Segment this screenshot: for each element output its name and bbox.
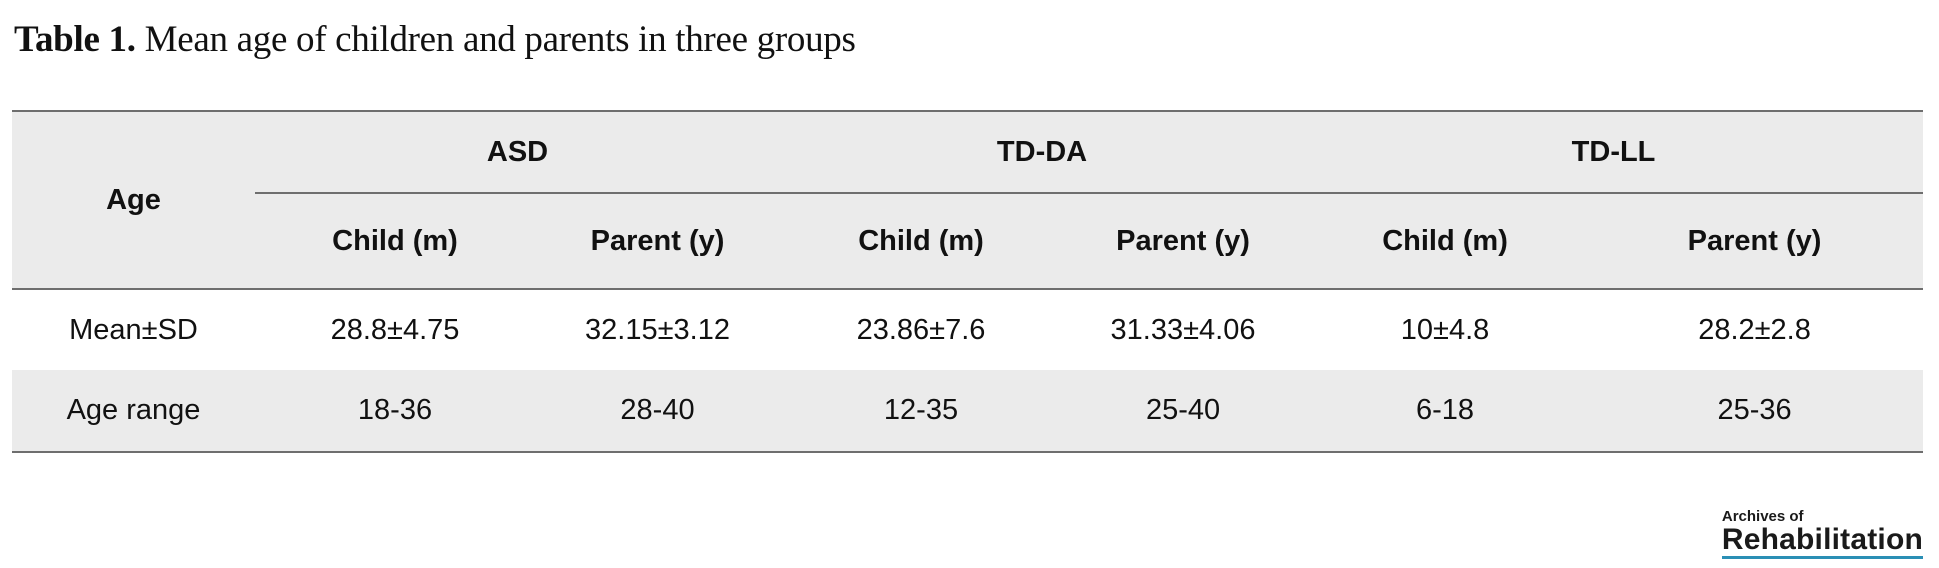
cell-asd-child-range: 18-36 xyxy=(255,370,535,453)
cell-td-da-child-mean: 23.86±7.6 xyxy=(856,313,986,346)
cell-asd-parent-mean: 32.15±3.12 xyxy=(585,313,730,346)
table-header: Age ASD TD-DA TD-LL Child (m) Parent (y)… xyxy=(12,110,1924,290)
cell-td-da-parent-range: 25-40 xyxy=(1062,370,1305,453)
subheader-asd-child: Child (m) xyxy=(255,193,535,290)
subheader-td-da-parent: Parent (y) xyxy=(1062,193,1305,290)
journal-logo-line1: Archives of xyxy=(1721,508,1804,525)
group-header-td-da: TD-DA xyxy=(780,110,1305,194)
row-label-mean-sd: Mean±SD xyxy=(69,313,198,346)
cell-td-da-child-range: 12-35 xyxy=(780,370,1063,453)
cell-asd-parent-range: 28-40 xyxy=(535,370,781,453)
age-table: Age ASD TD-DA TD-LL Child (m) Parent (y)… xyxy=(12,110,1924,453)
table-caption-label: Table 1. xyxy=(14,19,136,60)
table-row-age-range: Age range 18-36 28-40 12-35 25-40 6-18 2… xyxy=(12,370,1924,453)
header-row-subheaders: Child (m) Parent (y) Child (m) Parent (y… xyxy=(12,193,1924,290)
cell-td-ll-parent-mean: 28.2±2.8 xyxy=(1698,313,1811,346)
cell-td-ll-parent-range: 25-36 xyxy=(1586,370,1924,453)
row-label-age-range: Age range xyxy=(12,370,255,453)
age-table-container: Age ASD TD-DA TD-LL Child (m) Parent (y)… xyxy=(12,110,1924,453)
cell-asd-child-mean: 28.8±4.75 xyxy=(330,313,460,346)
journal-logo: Archives of Rehabilitation xyxy=(1721,508,1923,559)
group-header-asd: ASD xyxy=(255,110,781,194)
subheader-td-ll-parent: Parent (y) xyxy=(1586,193,1924,290)
subheader-asd-parent: Parent (y) xyxy=(535,193,781,290)
group-header-td-ll: TD-LL xyxy=(1304,110,1924,194)
cell-td-da-parent-mean: 31.33±4.06 xyxy=(1110,313,1256,346)
table-row-mean-sd: Mean±SD 28.8±4.75 32.15±3.12 23.86±7.6 3… xyxy=(12,289,1924,370)
subheader-td-ll-child: Child (m) xyxy=(1304,193,1587,290)
journal-logo-line2: Rehabilitation xyxy=(1721,525,1923,559)
header-row-groups: Age ASD TD-DA TD-LL xyxy=(12,110,1924,290)
cell-td-ll-child-range: 6-18 xyxy=(1304,370,1587,453)
table-caption-text: Mean age of children and parents in thre… xyxy=(135,19,856,60)
cell-td-ll-child-mean: 10±4.8 xyxy=(1400,313,1490,346)
subheader-td-da-child: Child (m) xyxy=(780,193,1063,290)
row-header-age: Age xyxy=(12,110,255,290)
table-caption: Table 1. Mean age of children and parent… xyxy=(14,18,856,61)
table-body: Mean±SD 28.8±4.75 32.15±3.12 23.86±7.6 3… xyxy=(12,289,1924,453)
